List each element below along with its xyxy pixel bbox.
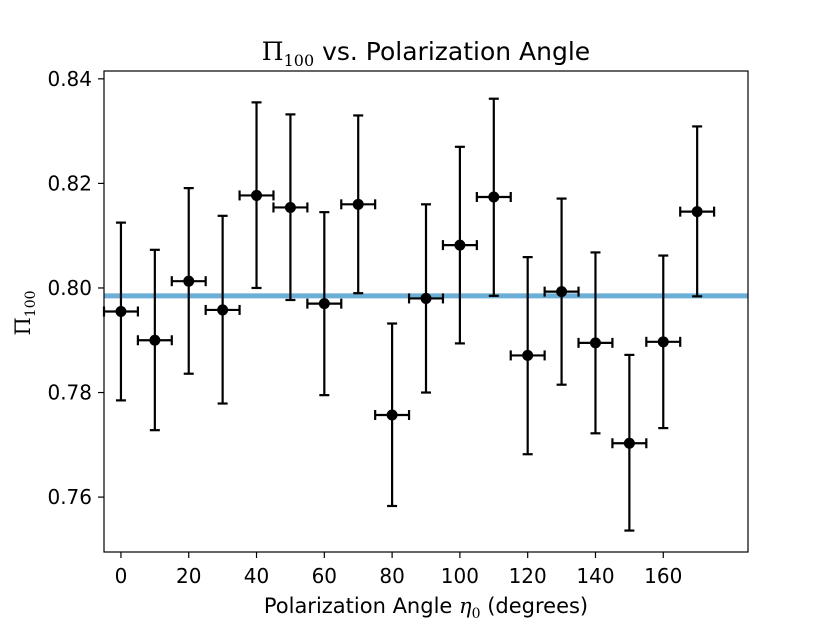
- data-point: [284, 201, 296, 213]
- data-point: [454, 239, 466, 251]
- x-tick-label: 140: [576, 564, 614, 588]
- data-point: [149, 334, 161, 346]
- xlabel-text: Polarization Angle: [264, 594, 459, 618]
- axes-frame: [103, 70, 749, 553]
- x-tick-label: 120: [509, 564, 547, 588]
- y-tick-label: 0.84: [47, 67, 92, 91]
- xlabel-subscript: 0: [472, 606, 481, 622]
- data-point: [115, 306, 127, 317]
- data-point: [691, 206, 703, 218]
- title-text: vs. Polarization Angle: [314, 37, 590, 66]
- data-point: [589, 337, 601, 349]
- plot-area: 0 20 40 60 80 100 120 140 160 0.76 0.78 0.80 0.82 0.8…: [47, 67, 749, 588]
- y-tick-label: 0.80: [47, 276, 92, 300]
- x-tick-label: 100: [441, 564, 479, 588]
- x-tick-label: 160: [644, 564, 682, 588]
- chart-title: Π100 vs. Polarization Angle: [262, 37, 590, 70]
- title-subscript: 100: [284, 51, 315, 70]
- xlabel-symbol: η: [459, 594, 472, 618]
- data-point: [352, 198, 364, 210]
- data-point: [318, 298, 330, 310]
- data-point: [623, 437, 635, 449]
- data-point: [657, 336, 669, 348]
- data-point: [420, 292, 432, 304]
- data-point: [522, 349, 534, 361]
- x-tick-label: 40: [244, 564, 269, 588]
- x-tick-label: 80: [379, 564, 404, 588]
- y-tick-label: 0.76: [47, 485, 92, 509]
- x-tick-label: 0: [115, 564, 128, 588]
- y-tick-label: 0.78: [47, 381, 92, 405]
- data-point: [386, 409, 398, 421]
- ylabel-symbol: Π: [11, 317, 35, 335]
- data-point: [183, 275, 195, 287]
- y-axis-label: Π100: [11, 290, 39, 335]
- data-point: [217, 304, 229, 316]
- x-tick-label: 60: [312, 564, 337, 588]
- y-tick-label: 0.82: [47, 171, 92, 195]
- x-axis-label: Polarization Angle η0 (degrees): [264, 594, 588, 622]
- data-point: [556, 286, 568, 298]
- xlabel-suffix: (degrees): [481, 594, 589, 618]
- x-tick-label: 20: [176, 564, 201, 588]
- data-point: [251, 189, 263, 201]
- ylabel-subscript: 100: [23, 290, 39, 317]
- title-symbol: Π: [262, 37, 284, 66]
- data-point: [488, 191, 500, 203]
